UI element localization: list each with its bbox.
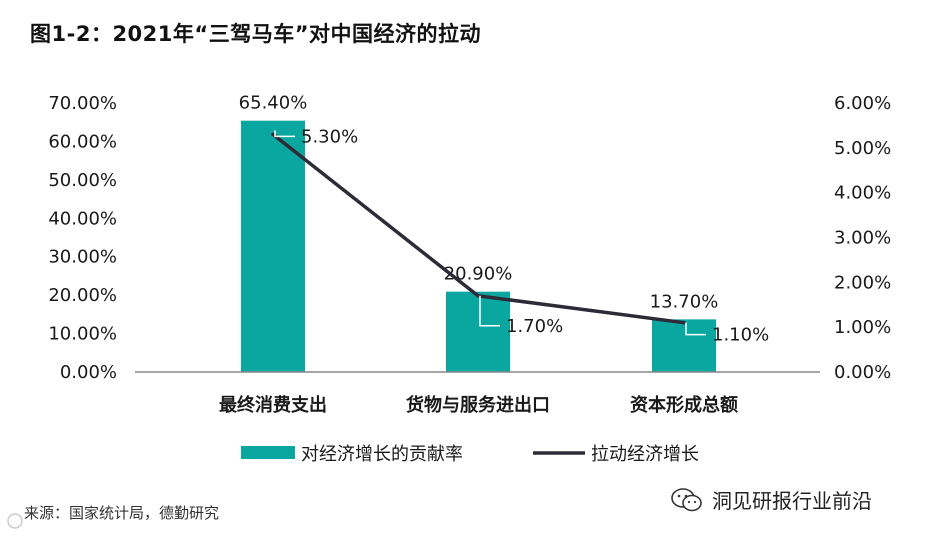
category-label: 资本形成总额	[630, 394, 738, 416]
left-axis-tick-label: 40.00%	[48, 208, 117, 229]
line-value-label: 1.10%	[712, 325, 769, 346]
brand-name: 洞见研报行业前沿	[712, 489, 872, 513]
legend-bar-swatch	[241, 446, 295, 459]
right-axis-tick-label: 1.00%	[834, 317, 891, 338]
line-label-leader	[274, 130, 295, 138]
right-axis-tick-label: 3.00%	[834, 228, 891, 249]
brand-credit: 洞见研报行业前沿	[670, 485, 872, 514]
legend-bar-label: 对经济增长的贡献率	[301, 444, 463, 465]
line-point-3	[682, 320, 686, 325]
bar-value-label: 65.40%	[239, 93, 308, 114]
left-axis-tick-label: 30.00%	[48, 247, 117, 268]
right-axis-tick-label: 2.00%	[834, 272, 891, 293]
right-axis-tick-label: 5.00%	[834, 138, 891, 159]
wechat-icon	[671, 487, 702, 511]
right-axis-tick-label: 4.00%	[834, 183, 891, 204]
line-value-label: 1.70%	[506, 316, 563, 337]
bar-value-label: 20.90%	[444, 264, 513, 285]
line-point-1	[271, 132, 275, 137]
line-value-label: 5.30%	[301, 126, 358, 147]
left-axis-tick-label: 0.00%	[60, 362, 117, 383]
left-axis-tick-label: 50.00%	[48, 170, 117, 191]
bar-1	[241, 120, 305, 372]
category-label: 最终消费支出	[219, 394, 327, 416]
left-axis-tick-label: 10.00%	[48, 324, 117, 345]
bar-2	[446, 291, 510, 372]
source-note: 来源：国家统计局，德勤研究	[24, 504, 220, 522]
category-label: 货物与服务进出口	[406, 394, 550, 416]
chart-title: 图1-2：2021年“三驾马车”对中国经济的拉动	[30, 22, 481, 46]
right-axis-tick-label: 6.00%	[834, 93, 891, 114]
line-point-2	[476, 293, 480, 298]
line-label-leader	[685, 322, 706, 336]
bar-3	[652, 319, 716, 372]
right-axis-tick-label: 0.00%	[834, 362, 891, 383]
watermark-icon	[7, 513, 23, 529]
left-axis-tick-label: 20.00%	[48, 285, 117, 306]
bar-value-label: 13.70%	[650, 291, 719, 312]
left-axis-tick-label: 70.00%	[48, 93, 117, 114]
legend-line-label: 拉动经济增长	[591, 444, 699, 465]
left-axis-tick-label: 60.00%	[48, 131, 117, 152]
line-label-leader	[479, 295, 500, 327]
